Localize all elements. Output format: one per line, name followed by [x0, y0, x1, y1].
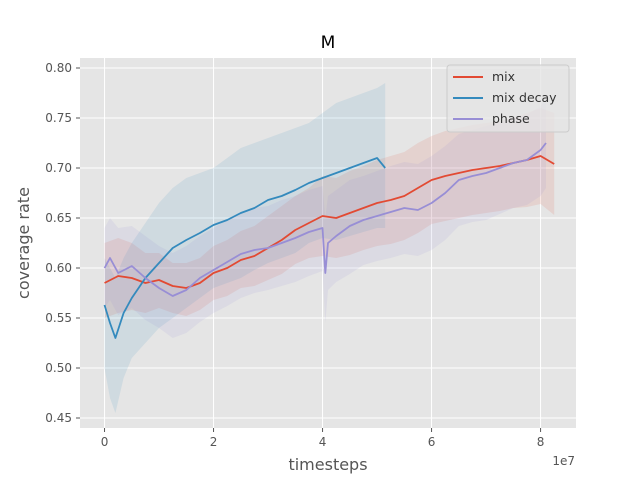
x-tick-label: 6	[428, 435, 436, 449]
legend-box	[446, 64, 570, 133]
x-axis-offset-text: 1e7	[552, 454, 575, 468]
x-tick-label: 4	[319, 435, 327, 449]
y-axis-label: coverage rate	[14, 187, 33, 299]
y-tick-label: 0.80	[45, 61, 72, 75]
x-axis-ticks: 0 2 4 6 8	[101, 428, 545, 449]
x-tick-label: 8	[537, 435, 545, 449]
line-mix-decay	[103, 157, 386, 339]
y-axis-ticks: 0.45 0.50 0.55 0.60 0.65 0.70 0.75 0.80	[45, 61, 80, 425]
y-tick-label: 0.75	[45, 111, 72, 125]
x-axis-label: timesteps	[288, 455, 367, 474]
y-tick-label: 0.55	[45, 311, 72, 325]
band-phase	[104, 100, 546, 338]
series-lines	[103, 142, 555, 339]
chart-title: M	[321, 33, 336, 53]
legend-label-mix: mix	[492, 69, 515, 84]
confidence-bands	[104, 83, 555, 413]
line-mix	[104, 155, 555, 289]
y-tick-label: 0.60	[45, 261, 72, 275]
legend-label-mix-decay: mix decay	[492, 90, 557, 105]
y-tick-label: 0.70	[45, 161, 72, 175]
y-tick-label: 0.65	[45, 211, 72, 225]
line-phase	[103, 142, 547, 297]
x-tick-label: 2	[210, 435, 218, 449]
legend-entries: mix mix decay phase	[453, 69, 557, 126]
y-tick-label: 0.45	[45, 411, 72, 425]
band-mix-decay	[104, 83, 386, 413]
legend: mix mix decay phase	[446, 64, 570, 133]
y-tick-label: 0.50	[45, 361, 72, 375]
x-tick-label: 0	[101, 435, 109, 449]
band-mix	[104, 108, 555, 318]
legend-label-phase: phase	[492, 111, 530, 126]
